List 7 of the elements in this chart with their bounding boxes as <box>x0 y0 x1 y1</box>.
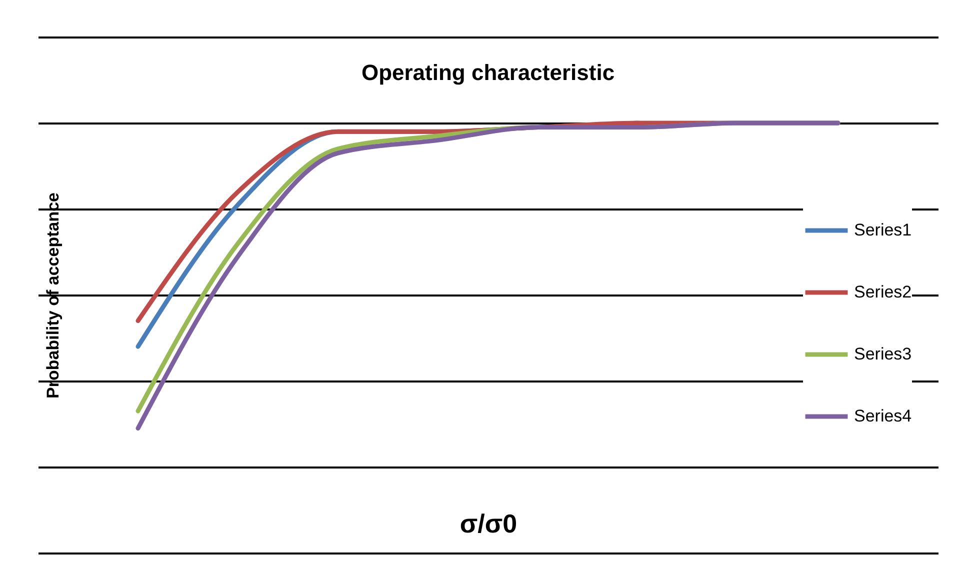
legend-label: Series4 <box>854 406 912 426</box>
legend-label: Series2 <box>854 282 912 302</box>
legend-label: Series3 <box>854 344 912 364</box>
x-axis-title: σ/σ0 <box>460 508 518 538</box>
legend-label: Series1 <box>854 220 912 240</box>
y-axis-title: Probability of acceptance <box>44 192 62 398</box>
chart-title: Operating characteristic <box>361 60 615 85</box>
